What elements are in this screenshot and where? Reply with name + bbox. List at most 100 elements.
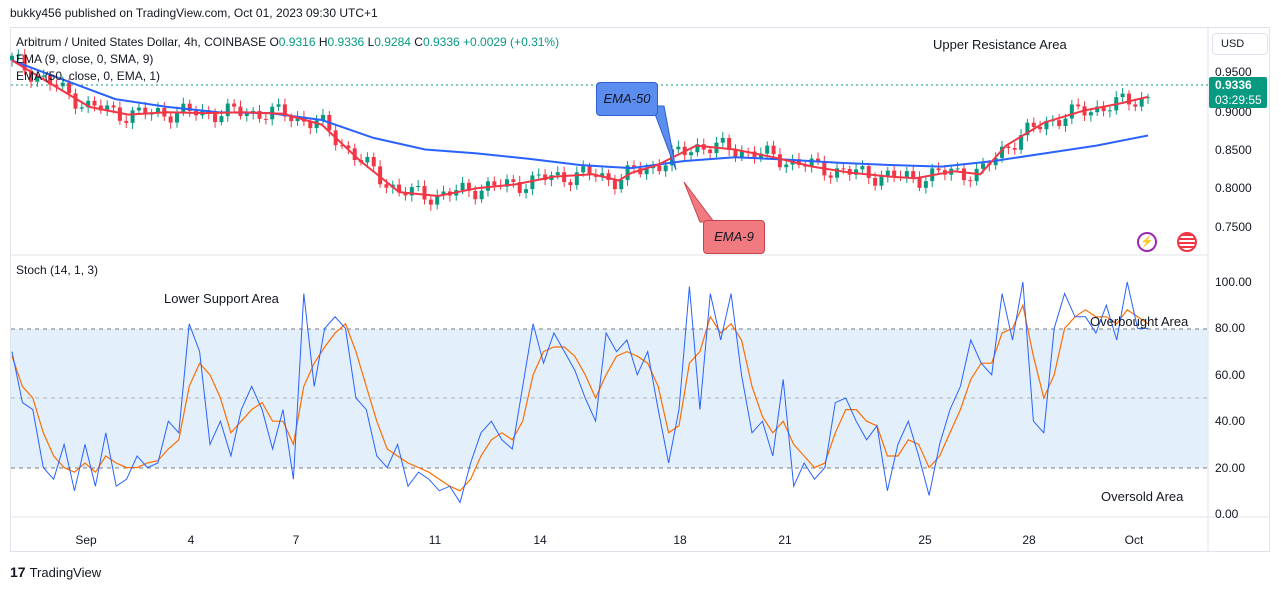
candle-body xyxy=(422,186,427,200)
ema50-callout-pointer xyxy=(651,105,677,171)
ema9-legend[interactable]: EMA (9, close, 0, SMA, 9) xyxy=(16,52,154,66)
candle-body xyxy=(892,170,897,177)
candle-body xyxy=(625,165,630,180)
candle-body xyxy=(968,180,973,182)
candle-body xyxy=(187,103,192,111)
candle-body xyxy=(828,175,833,178)
candle-body xyxy=(1038,126,1043,130)
lightning-icon[interactable]: ⚡ xyxy=(1137,232,1157,252)
stoch-tick: 40.00 xyxy=(1215,414,1246,428)
time-tick: Oct xyxy=(1124,533,1144,547)
candle-body xyxy=(48,75,53,85)
price-tick: 0.8000 xyxy=(1215,181,1252,195)
flag-icon[interactable] xyxy=(1177,232,1197,252)
candle-body xyxy=(409,187,414,196)
candle-body xyxy=(403,192,408,196)
candle-body xyxy=(466,182,471,191)
candle-body xyxy=(980,163,985,169)
candle-body xyxy=(1031,122,1036,127)
candles-group xyxy=(10,49,1150,211)
overbought-label: Overbought Area xyxy=(1090,314,1189,329)
candle-body xyxy=(29,70,34,82)
time-tick: 28 xyxy=(1022,533,1036,547)
candle-body xyxy=(232,103,237,107)
candle-body xyxy=(10,55,14,61)
stoch-tick: 100.00 xyxy=(1215,275,1252,289)
candle-body xyxy=(22,55,27,71)
stoch-tick: 0.00 xyxy=(1215,507,1239,521)
candle-body xyxy=(765,145,770,154)
lower-support-label: Lower Support Area xyxy=(164,291,279,306)
candle-body xyxy=(644,168,649,175)
candle-body xyxy=(517,182,522,193)
symbol-name: Arbitrum / United States Dollar, 4h, COI… xyxy=(16,35,267,49)
candle-body xyxy=(175,111,180,123)
candle-body xyxy=(784,164,789,168)
candle-body xyxy=(796,159,801,165)
candle-body xyxy=(136,107,141,111)
candle-body xyxy=(574,172,579,186)
low-label: L xyxy=(367,35,375,49)
candle-body xyxy=(543,174,548,181)
candle-body xyxy=(689,152,694,156)
candle-body xyxy=(244,113,249,116)
candle-body xyxy=(885,170,890,177)
tradingview-brand-text: TradingView xyxy=(29,564,102,580)
candle-body xyxy=(676,146,681,150)
ema50-callout: EMA-50 xyxy=(596,82,658,116)
candle-body xyxy=(530,175,535,190)
candle-body xyxy=(378,166,383,185)
candle-body xyxy=(1095,106,1100,113)
candle-body xyxy=(911,171,916,178)
candle-body xyxy=(1006,146,1011,148)
candle-body xyxy=(524,189,529,193)
candle-body xyxy=(79,107,84,109)
candle-body xyxy=(961,168,966,181)
candle-body xyxy=(143,107,148,115)
candle-body xyxy=(752,151,757,159)
candle-body xyxy=(739,151,744,157)
candle-body xyxy=(92,100,97,106)
candle-body xyxy=(384,184,389,188)
candle-body xyxy=(416,186,421,188)
candle-body xyxy=(371,156,376,167)
candle-body xyxy=(841,168,846,170)
stoch-band xyxy=(11,329,1208,468)
candle-body xyxy=(974,168,979,182)
candle-body xyxy=(1012,147,1017,150)
close-label: C xyxy=(414,35,423,49)
open-value: 0.9316 xyxy=(278,35,316,49)
ema9-line xyxy=(11,59,1149,198)
candle-body xyxy=(124,120,129,123)
candle-body xyxy=(346,145,351,149)
candle-body xyxy=(35,76,40,82)
candle-body xyxy=(111,105,116,108)
candle-body xyxy=(733,149,738,157)
candle-body xyxy=(213,113,218,123)
candle-body xyxy=(295,116,300,122)
ema9-callout: EMA-9 xyxy=(703,220,765,254)
last-price-value: 0.9336 xyxy=(1215,78,1252,92)
candle-body xyxy=(758,153,763,159)
candle-body xyxy=(555,172,560,176)
candle-body xyxy=(289,116,294,122)
upper-resistance-label: Upper Resistance Area xyxy=(933,37,1067,52)
time-tick: 7 xyxy=(292,533,300,547)
candle-body xyxy=(219,116,224,123)
candle-body xyxy=(86,100,91,108)
candle-body xyxy=(1126,93,1131,105)
high-label: H xyxy=(318,35,328,49)
candle-body xyxy=(257,110,262,119)
ema50-legend[interactable]: EMA (50, close, 0, EMA, 1) xyxy=(16,69,161,83)
last-price-tag: 0.9336 03:29:55 xyxy=(1209,77,1267,108)
open-label: O xyxy=(269,35,279,49)
candle-body xyxy=(631,165,636,169)
stoch-tick: 20.00 xyxy=(1215,461,1246,475)
stoch-legend[interactable]: Stoch (14, 1, 3) xyxy=(16,263,99,277)
price-tick: 0.7500 xyxy=(1215,220,1252,234)
currency-button[interactable]: USD xyxy=(1212,33,1268,55)
candle-body xyxy=(1107,110,1112,112)
candle-body xyxy=(320,114,325,121)
close-value: 0.9336 xyxy=(422,35,460,49)
